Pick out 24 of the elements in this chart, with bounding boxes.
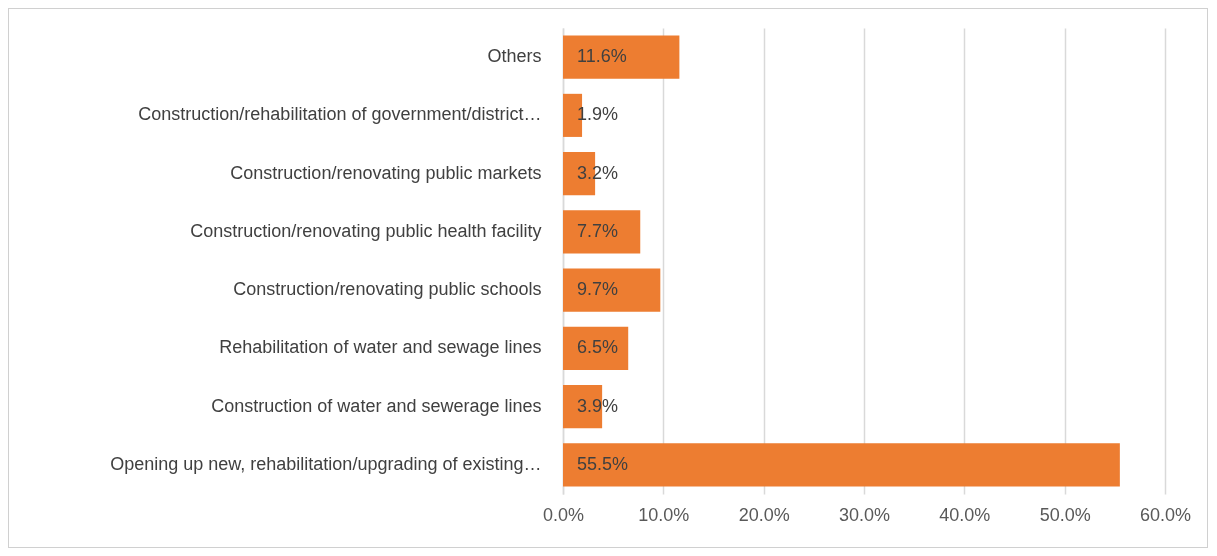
bar: [563, 210, 641, 254]
bar: [563, 443, 1120, 487]
data-label: 6.5%: [577, 337, 619, 358]
data-label: 7.7%: [577, 220, 619, 241]
x-tick-label: 50.0%: [1039, 504, 1091, 525]
y-tick-label: Construction of water and sewerage lines: [211, 395, 542, 416]
y-tick-label: Rehabilitation of water and sewage lines: [219, 337, 542, 358]
y-tick-label: Construction/renovating public health facility: [190, 220, 542, 241]
data-label: 9.7%: [577, 279, 619, 300]
x-tick-label: 30.0%: [838, 504, 891, 525]
x-tick-label: 0.0%: [542, 504, 585, 525]
x-tick-label: 60.0%: [1139, 504, 1192, 525]
y-tick-label: Opening up new, rehabilitation/upgrading of existing…: [110, 453, 542, 474]
data-label: 55.5%: [577, 453, 629, 474]
y-tick-label: Construction/renovating public markets: [230, 162, 542, 183]
y-tick-label: Others: [487, 46, 542, 67]
bar: [563, 35, 680, 79]
bar: [563, 268, 661, 312]
y-tick-label: Construction/rehabilitation of government/district…: [138, 104, 542, 125]
x-tick-label: 40.0%: [939, 504, 991, 525]
x-tick-label: 20.0%: [738, 504, 790, 525]
data-label: 11.6%: [577, 46, 627, 67]
y-tick-label: Construction/renovating public schools: [233, 279, 542, 300]
x-tick-label: 10.0%: [638, 504, 690, 525]
